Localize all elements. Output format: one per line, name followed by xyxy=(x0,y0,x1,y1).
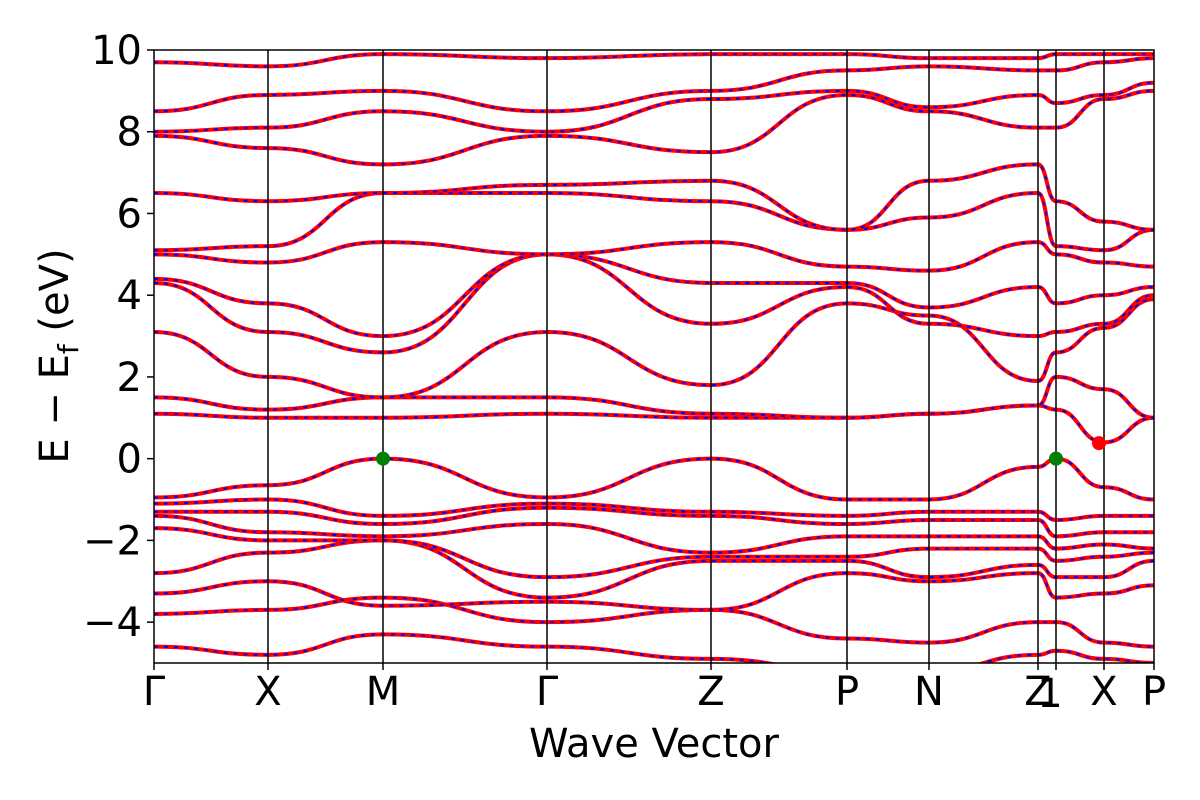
extrema-points xyxy=(376,436,1106,466)
y-tick-label-7: 10 xyxy=(91,28,142,74)
band-overlay-18 xyxy=(154,81,1154,133)
x-tick-label-6: N xyxy=(914,669,944,715)
x-tick-label-3: Γ xyxy=(536,669,559,715)
band-overlay-12 xyxy=(154,253,1154,354)
band-overlay-19 xyxy=(154,57,1154,113)
y-tick-label-2: 0 xyxy=(117,437,142,483)
x-tick-label-8: 1 xyxy=(1037,671,1062,717)
x-tick-label-9: X xyxy=(1090,669,1117,715)
y-tick-label-0: −4 xyxy=(83,600,142,646)
x-tick-label-10: P xyxy=(1142,669,1166,715)
y-ticks: −4 −2 0 2 4 6 8 10 xyxy=(83,28,154,646)
plot-frame xyxy=(153,49,1155,664)
x-tick-label-5: P xyxy=(835,669,859,715)
y-tick-label-6: 8 xyxy=(117,110,142,156)
y-tick-label-1: −2 xyxy=(83,518,142,564)
y-tick-label-3: 2 xyxy=(117,355,142,401)
x-tick-label-4: Z xyxy=(697,669,724,715)
band-overlay-17 xyxy=(154,89,1154,166)
band-overlay-14 xyxy=(154,241,1154,272)
vbm-point-0 xyxy=(376,451,390,466)
band-overlay-6 xyxy=(154,506,1154,538)
band-overlay-5 xyxy=(154,514,1154,554)
y-tick-label-4: 4 xyxy=(117,273,142,319)
x-tick-label-7: Z xyxy=(1024,669,1051,715)
band-overlay-16 xyxy=(154,163,1154,231)
band-2 xyxy=(154,571,1154,612)
x-axis-title: Wave Vector xyxy=(529,721,780,767)
cbm-point xyxy=(1092,436,1106,451)
y-tick-label-5: 6 xyxy=(117,191,142,237)
vbm-point-1 xyxy=(1049,451,1063,466)
band-overlay-4 xyxy=(154,527,1154,579)
x-tick-label-2: M xyxy=(366,669,401,715)
band-overlay-15 xyxy=(154,192,1154,252)
y-axis-title-main: E − E xyxy=(32,354,78,464)
x-tick-label-0: Γ xyxy=(143,669,166,715)
y-axis-title-unit: (eV) xyxy=(32,248,78,344)
band-overlay-11 xyxy=(154,298,1154,399)
x-ticks: Γ X M Γ Z P N Z1 X P xyxy=(143,663,1166,717)
band-overlay-13 xyxy=(154,253,1154,338)
x-tick-label-1: X xyxy=(254,669,281,715)
kpoint-lines xyxy=(267,50,1105,663)
y-axis-title: E − Ef (eV) xyxy=(32,248,85,463)
band-overlay-7 xyxy=(154,498,1154,521)
y-axis-title-sub: f xyxy=(52,343,85,354)
